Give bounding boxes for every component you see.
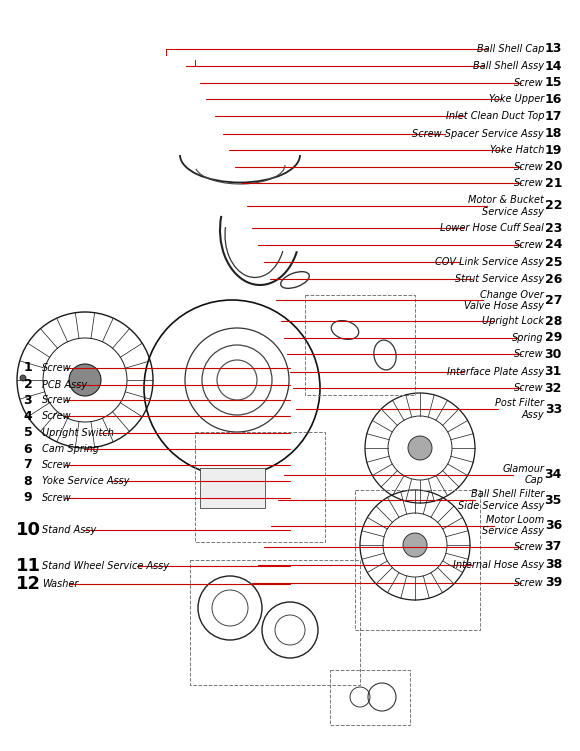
Text: 13: 13 [545,42,562,56]
Circle shape [408,436,432,460]
Text: 15: 15 [545,76,562,89]
Text: 22: 22 [545,199,562,213]
Text: 31: 31 [545,365,562,379]
Text: Screw: Screw [42,395,71,406]
Text: Glamour
Cap: Glamour Cap [502,464,544,485]
Text: 38: 38 [545,558,562,572]
Text: Change Over
Valve Hose Assy: Change Over Valve Hose Assy [464,290,544,311]
Text: 25: 25 [545,255,562,269]
Bar [190,560,360,685]
Bar [305,295,415,395]
Text: 16: 16 [545,92,562,106]
Text: 32: 32 [545,382,562,395]
Text: 4: 4 [24,409,32,423]
Text: Spring: Spring [512,333,544,343]
Text: COV Link Service Assy: COV Link Service Assy [435,257,544,267]
Text: Ball Shell Assy: Ball Shell Assy [473,61,544,71]
Text: 36: 36 [545,519,562,532]
Text: PCB Assy: PCB Assy [42,379,87,390]
Text: Yoke Hatch: Yoke Hatch [490,145,544,155]
Text: Lower Hose Cuff Seal: Lower Hose Cuff Seal [440,223,544,234]
Text: 30: 30 [545,348,562,361]
Text: 11: 11 [16,556,41,575]
Text: 29: 29 [545,331,562,345]
Circle shape [69,364,101,396]
Text: Screw: Screw [514,383,544,394]
Text: 14: 14 [545,59,562,73]
Text: Inlet Clean Duct Top: Inlet Clean Duct Top [445,111,544,122]
Circle shape [403,533,427,557]
Text: Stand Assy: Stand Assy [42,525,96,535]
Text: Screw Spacer Service Assy: Screw Spacer Service Assy [412,128,544,139]
Text: Motor & Bucket
Service Assy: Motor & Bucket Service Assy [468,195,544,216]
Text: Screw: Screw [42,460,71,470]
Text: 21: 21 [545,176,562,190]
Circle shape [20,375,26,381]
Text: Ball Shell Cap: Ball Shell Cap [477,44,544,54]
Bar [200,468,265,508]
Text: Upright Lock: Upright Lock [482,316,544,327]
Text: Screw: Screw [514,349,544,360]
Text: Screw: Screw [514,240,544,250]
Text: 26: 26 [545,273,562,286]
Text: 39: 39 [545,576,562,590]
Text: Screw: Screw [514,161,544,172]
Text: 33: 33 [545,403,562,416]
Text: Screw: Screw [42,411,71,421]
Text: Yoke Upper: Yoke Upper [489,94,544,104]
Text: 27: 27 [545,294,562,307]
Text: 1: 1 [24,361,32,375]
Text: Strut Service Assy: Strut Service Assy [455,274,544,285]
Bar [355,490,480,630]
Text: 6: 6 [24,442,32,456]
Text: Motor Loom
Service Assy: Motor Loom Service Assy [482,515,544,536]
Text: 24: 24 [545,238,562,252]
Text: 2: 2 [24,378,32,391]
Text: Screw: Screw [514,178,544,189]
Text: 3: 3 [24,394,32,407]
Text: Internal Hose Assy: Internal Hose Assy [453,559,544,570]
Text: 10: 10 [16,521,41,539]
Text: 9: 9 [24,491,32,505]
Text: Cam Spring: Cam Spring [42,444,99,454]
Text: 12: 12 [16,575,41,593]
Text: 5: 5 [24,426,32,439]
Text: 28: 28 [545,315,562,328]
Text: Screw: Screw [514,541,544,552]
Text: 18: 18 [545,127,562,140]
Text: Ball Shell Filter
Side Service Assy: Ball Shell Filter Side Service Assy [458,490,544,511]
Text: Interface Plate Assy: Interface Plate Assy [447,366,544,377]
Text: 8: 8 [24,475,32,488]
Text: Screw: Screw [514,77,544,88]
Text: 34: 34 [545,468,562,481]
Text: Screw: Screw [42,363,71,373]
Text: 23: 23 [545,222,562,235]
Text: Yoke Service Assy: Yoke Service Assy [42,476,129,487]
Text: Upright Switch: Upright Switch [42,427,114,438]
Text: Stand Wheel Service Assy: Stand Wheel Service Assy [42,560,169,571]
Text: 37: 37 [545,540,562,553]
Text: 19: 19 [545,143,562,157]
Text: 35: 35 [545,493,562,507]
Bar [195,432,325,542]
Text: Screw: Screw [42,493,71,503]
Text: Post Filter
Assy: Post Filter Assy [495,399,544,420]
Text: Screw: Screw [514,578,544,588]
Text: 17: 17 [545,110,562,123]
Text: Washer: Washer [42,579,78,590]
Bar [330,670,410,725]
Text: 20: 20 [545,160,562,173]
Text: 7: 7 [24,458,32,472]
